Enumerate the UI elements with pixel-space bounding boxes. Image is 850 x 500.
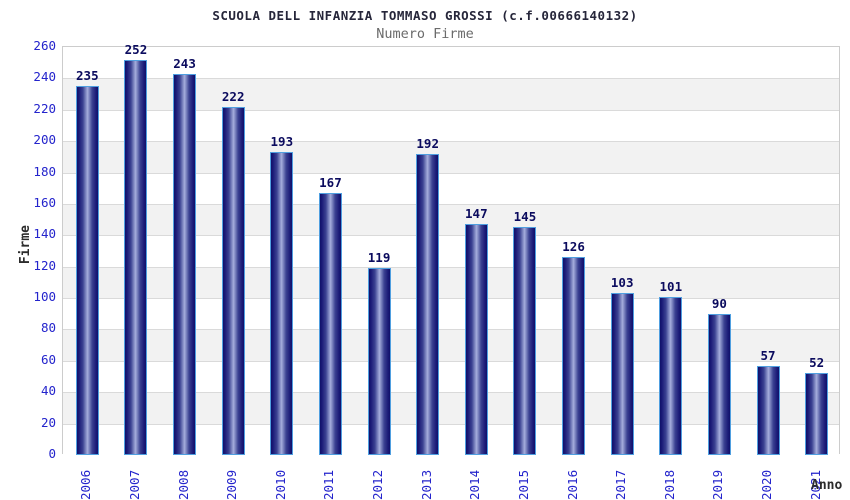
y-tick-label: 120 [33, 257, 56, 273]
bar-value-label: 145 [513, 209, 537, 225]
bar-value-label: 252 [124, 41, 148, 57]
bar-value-label: 52 [809, 355, 825, 371]
bar-value-label: 103 [610, 275, 634, 291]
bar-2014 [464, 224, 488, 455]
gridline [63, 141, 839, 143]
x-tick-label: 2008 [175, 469, 191, 500]
chart-title: SCUOLA DELL INFANZIA TOMMASO GROSSI (c.f… [212, 8, 638, 23]
bar-value-label: 147 [465, 206, 488, 222]
y-tick-label: 20 [40, 414, 56, 430]
gridline [63, 392, 839, 394]
x-tick-label: 2018 [661, 469, 677, 500]
bar-2013 [416, 153, 440, 455]
gridline [63, 298, 839, 300]
bar-value-label: 193 [270, 134, 294, 150]
y-tick-label: 140 [33, 226, 56, 242]
gridline [63, 109, 839, 111]
bar-2015 [513, 227, 537, 455]
bar-2011 [318, 192, 342, 455]
bar-value-label: 243 [173, 55, 196, 71]
y-axis-title: Firme [18, 225, 33, 265]
bar-2009 [221, 106, 245, 455]
bar-value-label: 222 [221, 88, 245, 104]
bar-2012 [367, 268, 391, 455]
x-tick-label: 2007 [126, 469, 142, 500]
bar-2007 [124, 59, 148, 455]
bar-2018 [659, 296, 683, 455]
gridline [63, 203, 839, 205]
gridline [63, 78, 839, 80]
x-tick-label: 2006 [78, 469, 94, 500]
bar-2020 [756, 365, 780, 455]
y-tick-label: 160 [33, 194, 56, 210]
bar-value-label: 192 [416, 135, 439, 151]
bar-2016 [562, 257, 586, 455]
x-tick-label: 2012 [370, 469, 386, 500]
x-tick-label: 2020 [759, 469, 775, 500]
gridline [63, 235, 839, 237]
bar-value-label: 101 [659, 278, 683, 294]
gridline [63, 266, 839, 268]
background-band [63, 47, 839, 79]
y-tick-label: 240 [33, 69, 56, 85]
bar-value-label: 57 [760, 347, 776, 363]
plot-area: 235 252 243 222 193 167 119 192 147 145 126 103 101 9… [62, 41, 840, 455]
y-tick-label: 40 [40, 383, 56, 399]
bar-value-label: 235 [76, 68, 99, 84]
bar-2008 [173, 73, 197, 455]
y-tick-label: 100 [33, 289, 56, 305]
bar-2006 [75, 86, 99, 455]
bar-value-label: 119 [367, 250, 391, 266]
bar-2010 [270, 152, 294, 455]
x-tick-label: 2014 [467, 469, 483, 500]
bar-2021 [805, 373, 829, 455]
x-tick-label: 2015 [515, 469, 531, 500]
y-tick-label: 80 [40, 320, 56, 336]
gridline [63, 423, 839, 425]
x-tick-label: 2010 [272, 469, 288, 500]
y-tick-label: 180 [33, 163, 56, 179]
bar-value-label: 126 [562, 239, 585, 255]
chart-subtitle: Numero Firme [376, 26, 474, 42]
x-tick-label: 2016 [564, 469, 580, 500]
y-tick-label: 60 [40, 351, 56, 367]
gridline [63, 360, 839, 362]
gridline [63, 329, 839, 331]
y-tick-label: 200 [33, 132, 56, 148]
gridline [63, 172, 839, 174]
x-tick-label: 2017 [613, 469, 629, 500]
y-tick-label: 260 [33, 38, 56, 53]
bar-2017 [610, 293, 634, 455]
x-tick-label: 2009 [224, 469, 240, 500]
x-tick-label: 2019 [710, 469, 726, 500]
bar-value-label: 90 [711, 295, 727, 311]
x-tick-label: 2011 [321, 469, 337, 500]
bar-value-label: 167 [319, 174, 342, 190]
x-tick-label: 2013 [418, 469, 434, 500]
y-tick-label: 220 [33, 100, 56, 116]
bar-2019 [707, 313, 731, 455]
y-tick-label: 0 [48, 446, 56, 461]
x-axis-title: Anno [811, 478, 843, 493]
